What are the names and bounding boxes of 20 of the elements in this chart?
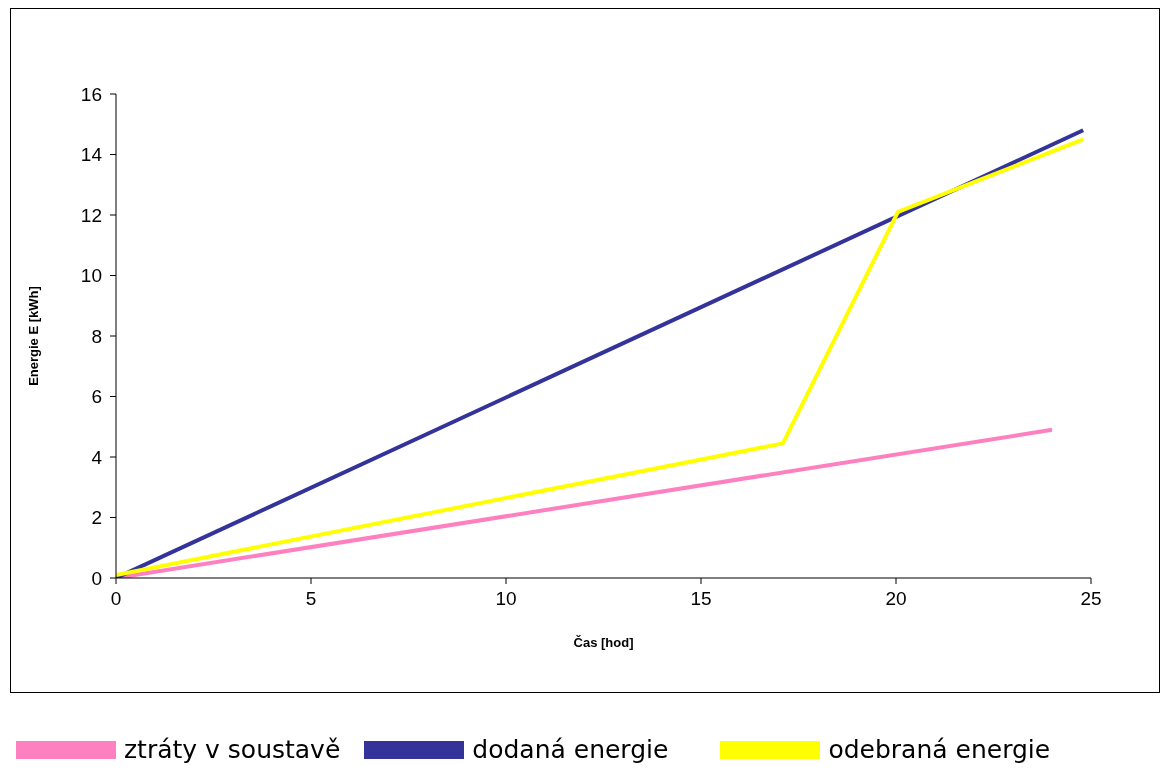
legend-label: odebraná energie [828, 735, 1051, 764]
y-tick-label: 2 [91, 507, 102, 529]
x-tick-label: 5 [305, 588, 317, 610]
y-axis-title: Energie E [kWh] [25, 286, 41, 386]
y-tick-label: 14 [80, 144, 103, 166]
x-tick-label: 10 [495, 588, 517, 610]
y-tick-label: 10 [80, 265, 102, 287]
y-tick-label: 0 [91, 567, 102, 589]
y-tick-label: 16 [80, 83, 102, 105]
y-tick-label: 6 [91, 386, 102, 408]
y-tick-label: 8 [91, 325, 102, 347]
x-tick-label: 20 [885, 588, 907, 610]
legend-label: dodaná energie [472, 735, 669, 764]
y-tick-label: 12 [80, 204, 102, 226]
y-tick-label: 4 [91, 446, 103, 468]
legend-label: ztráty v soustavě [124, 735, 341, 764]
x-axis-title: Čas [hod] [573, 635, 634, 651]
x-tick-label: 15 [690, 588, 712, 610]
x-tick-label: 25 [1080, 588, 1102, 610]
x-tick-label: 0 [110, 588, 122, 610]
